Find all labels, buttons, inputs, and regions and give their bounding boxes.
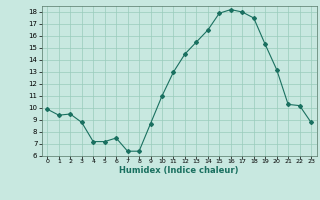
X-axis label: Humidex (Indice chaleur): Humidex (Indice chaleur) bbox=[119, 166, 239, 175]
